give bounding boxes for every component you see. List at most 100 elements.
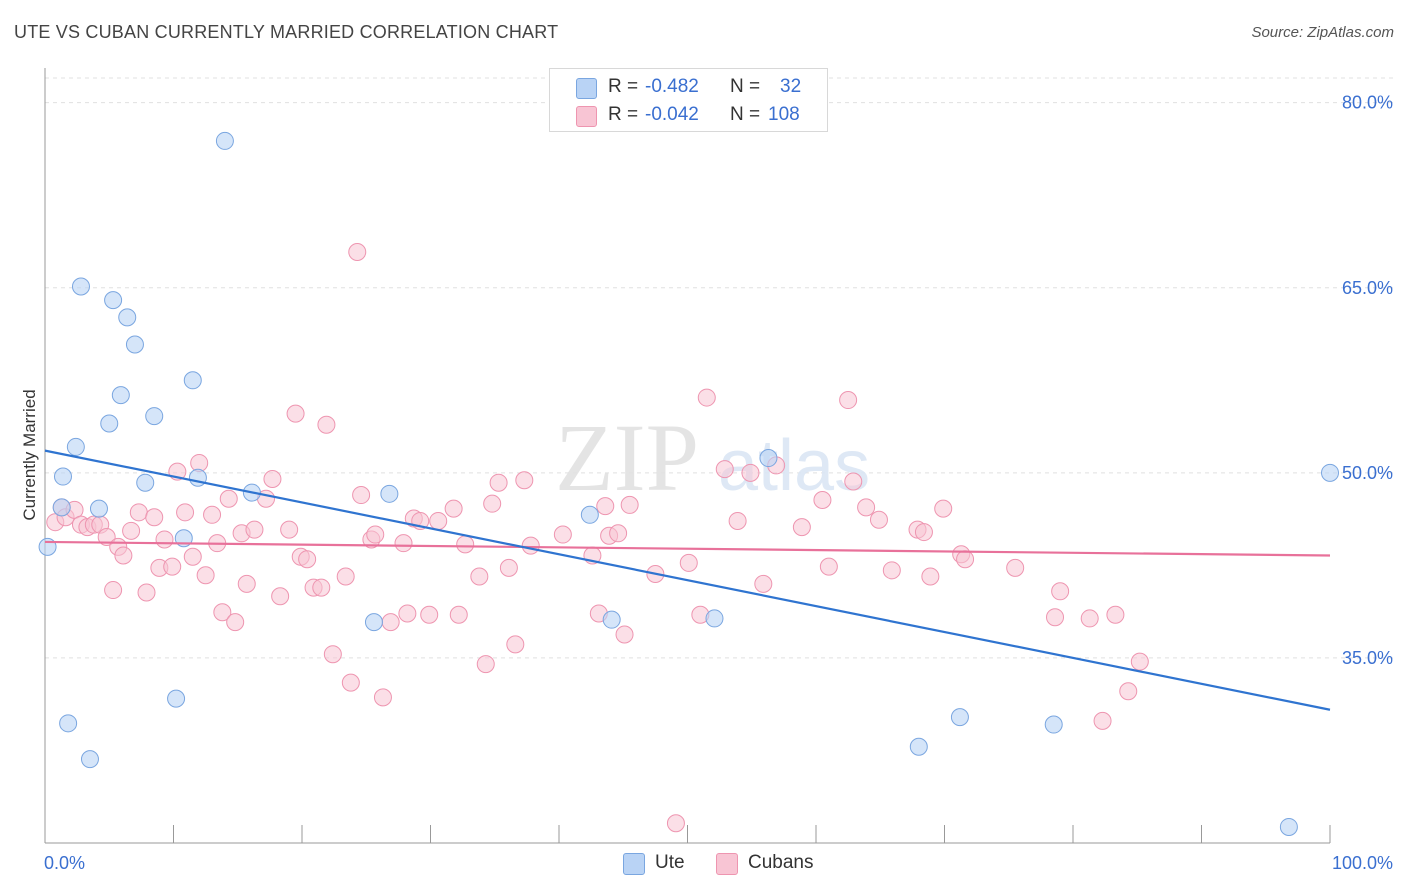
- cubans-point: [373, 688, 392, 707]
- cubans-point: [97, 528, 116, 546]
- ute-point: [66, 437, 85, 456]
- ute-point: [1044, 715, 1063, 734]
- cubans-point: [456, 535, 475, 554]
- legend-item-cubans[interactable]: Cubans: [716, 852, 826, 876]
- cubans-point: [280, 520, 299, 539]
- stats-row-cuban: R = -0.042 N = 108: [550, 102, 827, 130]
- ute-point: [1279, 817, 1298, 836]
- ute-point: [580, 505, 599, 524]
- cubans-point: [348, 242, 367, 261]
- cuban-swatch: [576, 106, 597, 127]
- ute-r-label: R =: [608, 76, 639, 97]
- ute-n-value: 32: [780, 76, 802, 97]
- cubans-point: [104, 581, 123, 600]
- tick-labels: 35.0% 50.0% 65.0% 80.0% 0.0% 100.0%: [44, 93, 1393, 873]
- ute-point: [909, 737, 928, 756]
- cubans-point: [263, 470, 282, 489]
- cubans-point: [609, 524, 628, 543]
- cubans-point: [792, 518, 811, 537]
- ute-point: [100, 414, 119, 433]
- ute-point: [380, 484, 399, 503]
- ute-point: [52, 498, 71, 517]
- cuban-n-label: N =: [730, 104, 761, 125]
- cubans-trend-line: [44, 540, 1331, 557]
- cubans-point: [754, 574, 773, 593]
- y-tick-label: 35.0%: [1342, 648, 1393, 668]
- cubans-point: [869, 510, 888, 529]
- ute-point: [118, 308, 137, 327]
- stats-row-ute: R = -0.482 N = 32: [550, 74, 827, 102]
- cubans-point: [620, 495, 639, 514]
- cubans-point: [219, 489, 238, 508]
- cubans-point: [129, 503, 148, 522]
- cubans-point: [679, 553, 698, 572]
- cubans-point: [934, 499, 953, 518]
- y-axis-label: Currently Married: [20, 389, 39, 521]
- cubans-point: [476, 655, 495, 674]
- cuban-r-label: R =: [608, 104, 639, 125]
- cubans-point: [317, 415, 336, 434]
- cubans-point: [312, 578, 331, 597]
- ute-point: [59, 714, 78, 733]
- cubans-point: [470, 567, 489, 586]
- cubans-point: [728, 511, 747, 530]
- cubans-points: [46, 242, 1149, 833]
- cubans-point: [921, 567, 940, 586]
- cubans-point: [813, 490, 832, 509]
- legend-cubans-swatch: [716, 853, 738, 875]
- cubans-point: [1106, 605, 1125, 624]
- source-label: Source: ZipAtlas.com: [1251, 24, 1394, 41]
- cubans-point: [596, 497, 615, 516]
- cubans-point: [213, 603, 232, 622]
- ute-point: [71, 277, 90, 296]
- ute-point: [215, 131, 234, 150]
- watermark-zip: ZIP: [555, 404, 699, 511]
- watermark-atlas: atlas: [718, 426, 870, 506]
- cubans-point: [176, 503, 195, 522]
- cubans-point: [137, 583, 156, 602]
- grid-lines: [45, 77, 1393, 659]
- ute-swatch: [576, 78, 597, 99]
- cubans-point: [1006, 558, 1025, 577]
- cubans-point: [271, 587, 290, 606]
- cubans-point: [553, 525, 572, 544]
- cubans-point: [666, 814, 685, 833]
- cubans-point: [444, 499, 463, 518]
- cubans-point: [381, 613, 400, 632]
- cubans-point: [956, 550, 975, 569]
- cubans-point: [245, 520, 264, 539]
- ute-points: [38, 131, 1339, 836]
- y-tick-label: 80.0%: [1342, 93, 1393, 113]
- cubans-point: [521, 536, 540, 555]
- ute-point: [104, 291, 123, 310]
- legend-item-ute[interactable]: Ute: [623, 852, 703, 876]
- ute-trend-line: [44, 449, 1331, 711]
- cubans-point: [839, 391, 858, 410]
- ute-point: [145, 407, 164, 426]
- cubans-point: [341, 673, 360, 692]
- cubans-point: [741, 463, 760, 482]
- legend-cubans-label: Cubans: [748, 852, 814, 873]
- cubans-point: [499, 558, 518, 577]
- ute-point: [89, 499, 108, 518]
- ute-point: [183, 371, 202, 390]
- ute-n-label: N =: [730, 76, 761, 97]
- cubans-point: [394, 534, 413, 553]
- x-tick-label: 100.0%: [1332, 853, 1393, 873]
- cubans-point: [1093, 711, 1112, 730]
- cubans-point: [1080, 609, 1099, 628]
- cubans-point: [122, 521, 141, 540]
- cubans-point: [298, 550, 317, 569]
- cubans-point: [366, 525, 385, 544]
- cubans-point: [1119, 682, 1138, 701]
- cubans-point: [506, 635, 525, 654]
- axes: [44, 68, 1331, 844]
- cubans-point: [336, 567, 355, 586]
- ute-r-value: -0.482: [645, 76, 699, 97]
- cubans-point: [398, 604, 417, 623]
- ute-point: [705, 609, 724, 628]
- ute-point: [1321, 463, 1339, 482]
- cubans-point: [114, 546, 133, 565]
- x-tick-label: 0.0%: [44, 853, 85, 873]
- legend-ute-swatch: [623, 853, 645, 875]
